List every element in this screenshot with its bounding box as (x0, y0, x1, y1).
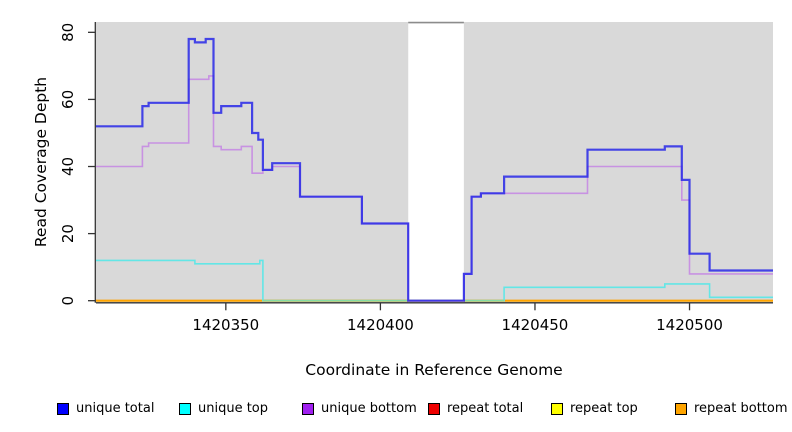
y-tick-label: 60 (59, 90, 77, 109)
no-data-gap (408, 23, 464, 303)
legend-item-repeat-total: repeat total (428, 401, 523, 416)
legend-label: unique bottom (321, 401, 417, 416)
y-tick-label: 20 (59, 224, 77, 243)
y-axis-title: Read Coverage Depth (32, 77, 50, 247)
legend-swatch-unique-top (179, 402, 191, 415)
legend-item-repeat-bottom: repeat bottom (675, 401, 788, 416)
legend-swatch-repeat-top (551, 402, 563, 415)
legend-item-repeat-top: repeat top (551, 401, 638, 416)
coverage-chart: 0 20 40 60 80 1420350 1420400 1420450 1420500 Co… (32, 21, 773, 379)
x-tick-label: 1420400 (347, 316, 414, 334)
legend-swatch-repeat-bottom (675, 402, 687, 415)
legend-label: unique total (76, 401, 155, 416)
legend: unique total unique top unique bottom repea… (0, 401, 792, 423)
legend-item-unique-bottom: unique bottom (302, 401, 417, 416)
series-line-unique-total (96, 37, 773, 302)
x-axis-title: Coordinate in Reference Genome (305, 361, 562, 379)
x-tick-label: 1420500 (656, 316, 723, 334)
legend-label: unique top (198, 401, 269, 416)
series-paths (96, 37, 773, 302)
x-tick-label: 1420350 (192, 316, 259, 334)
x-tick-label: 1420450 (502, 316, 569, 334)
legend-swatch-unique-total (57, 402, 69, 415)
legend-label: repeat top (570, 401, 638, 416)
y-tick-label: 0 (59, 296, 77, 306)
axes: 0 20 40 60 80 1420350 1420400 1420450 1420500 (59, 22, 773, 334)
legend-label: repeat total (447, 401, 524, 416)
y-tick-label: 80 (59, 23, 77, 42)
legend-item-unique-total: unique total (57, 401, 154, 416)
legend-label: repeat bottom (694, 401, 788, 416)
legend-swatch-repeat-total (428, 402, 440, 415)
y-tick-label: 40 (59, 157, 77, 176)
legend-item-unique-top: unique top (179, 401, 268, 416)
legend-swatch-unique-bottom (302, 402, 314, 415)
